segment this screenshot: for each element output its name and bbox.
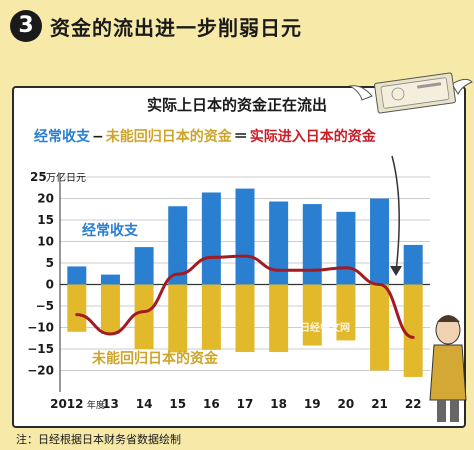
bar-unreturned-funds xyxy=(100,284,120,334)
bar-current-account xyxy=(336,211,356,285)
bar-current-account xyxy=(370,198,390,285)
bar-unreturned-funds xyxy=(403,284,423,377)
footnote: 注：日经根据日本财务省数据绘制 xyxy=(16,433,181,446)
series-label-unreturned-funds: 未能回归日本的资金 xyxy=(92,350,219,367)
line-actual-inflow xyxy=(75,254,415,339)
flying-money-icon xyxy=(348,72,473,114)
bar-current-account xyxy=(134,247,154,285)
equation-term-unreturned-funds: 未能回归日本的资金 xyxy=(105,129,232,145)
equation-legend: 经常收支 − 未能回归日本的资金＝实际进入日本的资金 xyxy=(34,126,376,146)
x-tick-label: 2012 xyxy=(50,397,83,411)
watermark: 日经中文网 xyxy=(300,321,350,334)
x-tick-label: 21 xyxy=(371,397,388,411)
y-tick-label: 5 xyxy=(46,256,54,270)
bar-unreturned-funds xyxy=(269,284,289,353)
chart-title: 实际上日本的资金正在流出 xyxy=(146,96,327,114)
annotation-arrow xyxy=(391,155,400,273)
person-illustration-icon xyxy=(429,315,467,422)
x-tick-label: 22 xyxy=(405,397,422,411)
y-tick-label: 15 xyxy=(37,213,54,227)
bar-unreturned-funds xyxy=(201,284,221,350)
bar-unreturned-funds xyxy=(302,284,322,346)
bar-current-account xyxy=(168,206,188,285)
bar-unreturned-funds xyxy=(336,284,356,341)
x-tick-label: 16 xyxy=(203,397,220,411)
bar-current-account xyxy=(403,244,423,285)
y-axis-unit: 万亿日元 xyxy=(46,171,86,184)
y-tick-label: −15 xyxy=(27,342,54,356)
equation-minus: − xyxy=(92,129,104,145)
section-title: 资金的流出进一步削弱日元 xyxy=(50,15,302,40)
bar-unreturned-funds xyxy=(168,284,188,353)
y-tick-label: 10 xyxy=(37,235,54,249)
equation-equals: ＝ xyxy=(233,129,248,145)
bar-current-account xyxy=(201,192,221,285)
bar-current-account xyxy=(269,201,289,285)
x-tick-label: 20 xyxy=(338,397,355,411)
section-number: 3 xyxy=(10,10,42,42)
y-tick-label: −10 xyxy=(27,321,54,335)
bar-current-account xyxy=(100,274,120,285)
equation-result: 实际进入日本的资金 xyxy=(249,129,376,145)
bar-unreturned-funds xyxy=(370,284,390,371)
bar-unreturned-funds xyxy=(67,284,87,332)
x-tick-label: 19 xyxy=(304,397,321,411)
x-tick-label: 13 xyxy=(102,397,119,411)
section-header: 3 资金的流出进一步削弱日元 xyxy=(10,6,302,46)
bar-unreturned-funds xyxy=(235,284,255,353)
x-tick-label: 17 xyxy=(237,397,254,411)
x-tick-label: 14 xyxy=(136,397,153,411)
bar-current-account xyxy=(302,204,322,285)
y-tick-label: −20 xyxy=(27,364,54,378)
y-tick-label: 25 xyxy=(30,170,47,184)
series-label-current-account: 经常收支 xyxy=(82,222,139,239)
y-tick-label: 20 xyxy=(37,192,54,206)
bar-current-account xyxy=(67,266,87,285)
x-tick-label: 15 xyxy=(169,397,186,411)
bar-unreturned-funds xyxy=(134,284,154,349)
annotation-arrowhead xyxy=(390,266,402,276)
x-tick-suffix: 年度 xyxy=(87,399,105,411)
x-tick-label: 18 xyxy=(270,397,287,411)
bar-current-account xyxy=(235,188,255,285)
equation-term-current-account: 经常收支 xyxy=(34,129,90,145)
y-tick-label: 0 xyxy=(46,278,54,292)
y-tick-label: −5 xyxy=(36,299,54,313)
